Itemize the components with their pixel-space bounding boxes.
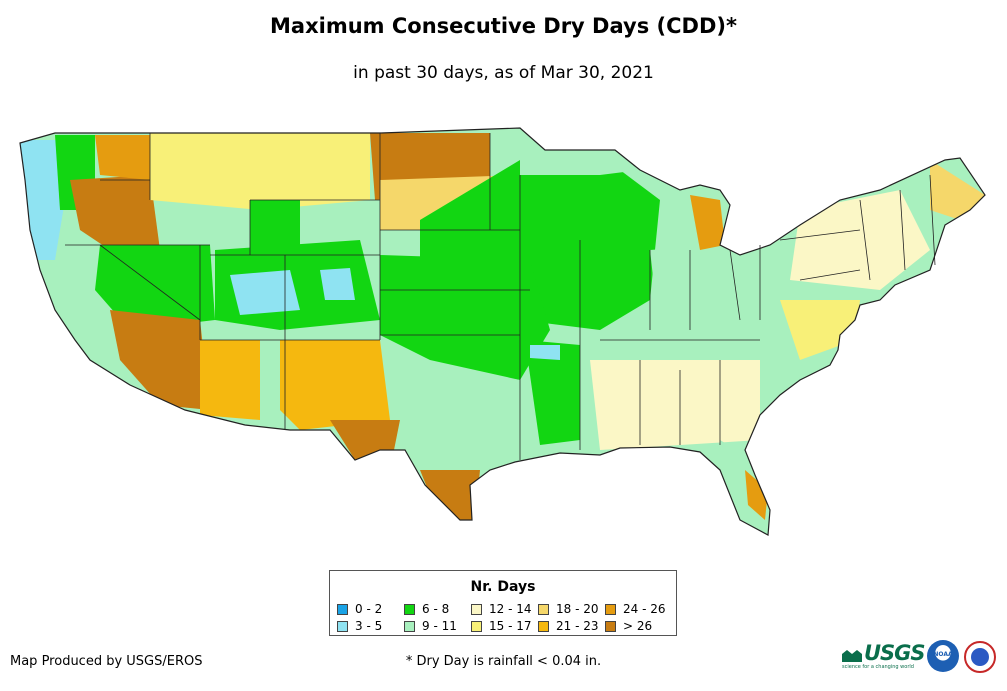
region-coastal-nw [20, 140, 65, 260]
region-arizona [200, 340, 260, 420]
dry-day-footnote: * Dry Day is rainfall < 0.04 in. [405, 654, 602, 669]
map-title: Maximum Consecutive Dry Days (CDD)* [270, 14, 737, 38]
legend-swatch [404, 620, 415, 632]
legend-swatch [337, 620, 348, 632]
legend-swatch [605, 603, 616, 615]
usgs-wordmark: USGS [864, 641, 926, 665]
region-northeast [790, 190, 930, 290]
region-colorado-east [320, 268, 355, 300]
map-credit: Map Produced by USGS/EROS [10, 654, 203, 669]
legend-label: 6 - 8 [422, 602, 450, 616]
legend-item: 18 - 20 [538, 602, 599, 616]
region-michigan-dry [690, 195, 725, 250]
legend-item: 12 - 14 [471, 602, 532, 616]
region-florida-dry [745, 470, 768, 520]
state-borders [19, 127, 986, 536]
legend-swatch [337, 603, 348, 615]
legend-label: 9 - 11 [422, 619, 457, 633]
region-oregon [70, 175, 160, 250]
region-west-texas [330, 420, 400, 470]
legend-item: 0 - 2 [337, 602, 382, 616]
region-ohio-valley [650, 240, 800, 340]
legend-label: 15 - 17 [489, 619, 532, 633]
noaa-logo: NOAA [927, 640, 959, 672]
region-wyoming [250, 200, 300, 250]
region-southeast [590, 360, 760, 450]
nws-emblem-icon [971, 648, 989, 666]
region-arkansas-louisiana [525, 340, 580, 445]
usgs-tagline: science for a changing world [842, 664, 914, 670]
usgs-logo: USGS [842, 641, 926, 665]
legend: Nr. Days 0 - 2 3 - 5 6 - 8 9 - 11 12 - 1… [329, 570, 677, 636]
region-colorado-rockies [230, 270, 300, 315]
map-subtitle: in past 30 days, as of Mar 30, 2021 [353, 63, 654, 83]
legend-swatch [471, 603, 482, 615]
cdd-map [19, 127, 986, 536]
legend-title: Nr. Days [470, 579, 536, 595]
region-maine [930, 160, 985, 220]
legend-item: 21 - 23 [538, 619, 599, 633]
region-texas [400, 360, 520, 470]
region-kansas-oklahoma [380, 255, 550, 380]
legend-item: 6 - 8 [404, 602, 449, 616]
legend-item: > 26 [605, 619, 652, 633]
legend-label: 24 - 26 [623, 602, 666, 616]
legend-item: 9 - 11 [404, 619, 457, 633]
legend-swatch [538, 620, 549, 632]
legend-label: > 26 [623, 619, 653, 633]
legend-item: 3 - 5 [337, 619, 382, 633]
noaa-label: NOAA [933, 651, 953, 658]
agency-logos: USGS science for a changing world NOAA [842, 638, 1007, 678]
legend-label: 3 - 5 [355, 619, 383, 633]
legend-swatch [605, 620, 616, 632]
region-east-washington [95, 135, 150, 180]
legend-swatch [471, 620, 482, 632]
legend-swatch [404, 603, 415, 615]
legend-swatch [538, 603, 549, 615]
legend-label: 0 - 2 [355, 602, 383, 616]
region-new-mexico [280, 340, 390, 430]
region-montana [150, 133, 370, 210]
legend-label: 18 - 20 [556, 602, 599, 616]
legend-item: 24 - 26 [605, 602, 666, 616]
region-arkansas-wet [530, 345, 560, 360]
nws-logo [964, 641, 996, 673]
region-south-california [110, 310, 210, 410]
legend-label: 12 - 14 [489, 602, 532, 616]
legend-item: 15 - 17 [471, 619, 532, 633]
usgs-wave-icon [842, 650, 862, 662]
legend-label: 21 - 23 [556, 619, 599, 633]
